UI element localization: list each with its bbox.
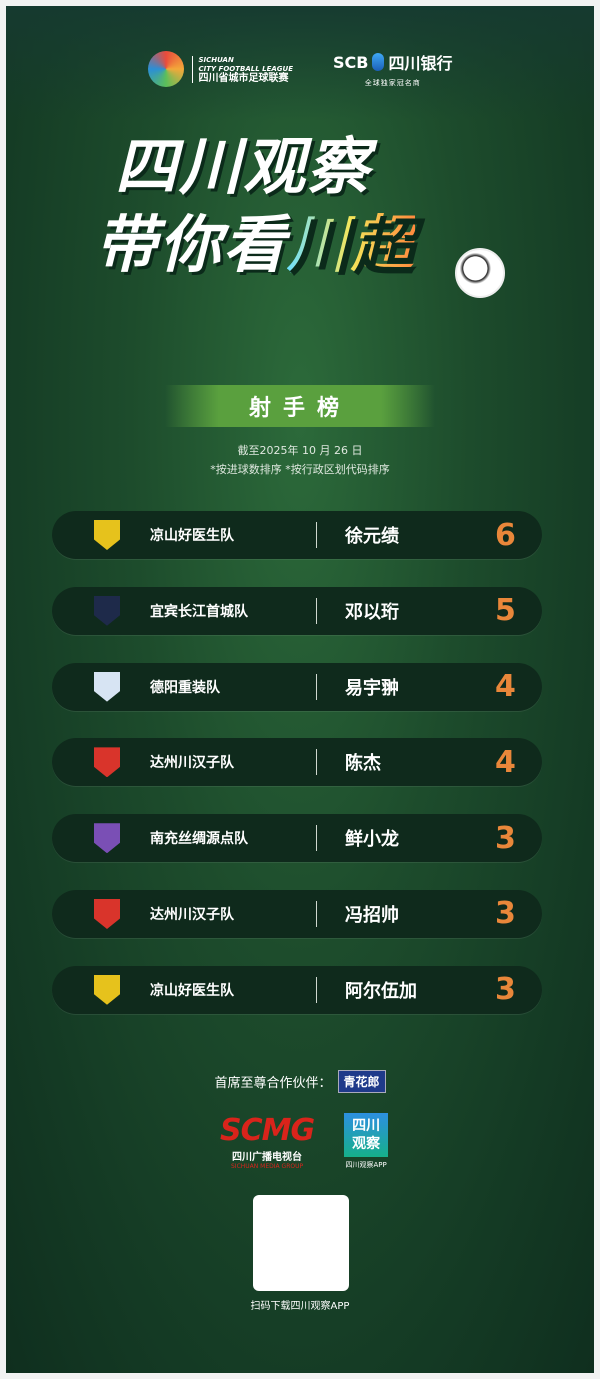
date-text: 截至2025年 10 月 26 日	[237, 444, 363, 457]
team-name: 达州川汉子队	[150, 755, 234, 772]
team-badge-icon	[94, 898, 120, 929]
team-badge-icon	[94, 747, 120, 778]
scorer-row: 德阳重装队 易宇翀 4	[52, 662, 542, 711]
divider	[316, 522, 317, 548]
partner: 首席至尊合作伙伴： 青花郎	[0, 1070, 600, 1093]
goal-count: 3	[495, 820, 516, 856]
app-logo: 四川观察 四川观察APP	[344, 1113, 389, 1170]
hero-title: 四川观察 带你看川超	[95, 128, 515, 298]
goal-count: 3	[495, 896, 516, 932]
league-logo-icon	[147, 51, 184, 87]
scorer-row: 宜宾长江首城队 邓以珩 5	[52, 586, 542, 635]
app-label: 四川观察APP	[345, 1161, 387, 1169]
scorer-row: 达州川汉子队 陈杰 4	[52, 738, 542, 787]
team-badge-icon	[94, 671, 120, 702]
bank-logo-group: SCB 四川银行 全球独家冠名商	[333, 50, 452, 88]
divider	[316, 900, 317, 927]
team-name: 凉山好医生队	[150, 528, 234, 544]
qr-code-icon[interactable]	[255, 1197, 347, 1289]
title-line2a: 带你看	[95, 208, 288, 281]
league-en2: CITY FOOTBALL LEAGUE	[198, 64, 293, 73]
goal-count: 3	[495, 972, 516, 1008]
goal-count: 4	[495, 669, 516, 705]
player-name: 冯招帅	[345, 904, 399, 926]
divider	[316, 673, 317, 700]
app-icon: 四川 观察	[344, 1113, 389, 1157]
player-name: 徐元绩	[345, 526, 399, 547]
title-line2: 带你看川超	[95, 206, 515, 284]
app-icon-text2: 观察	[352, 1136, 381, 1152]
scmg-en: SICHUAN MEDIA GROUP	[231, 1163, 304, 1170]
team-badge-icon	[94, 520, 120, 550]
league-en1: SICHUAN	[198, 55, 234, 64]
team-badge-icon	[94, 823, 120, 854]
league-cn: 四川省城市足球联赛	[198, 72, 289, 84]
bank-logo-icon	[372, 53, 385, 71]
divider	[316, 597, 317, 624]
goal-count: 4	[495, 744, 516, 780]
team-name: 宜宾长江首城队	[150, 603, 248, 620]
player-name: 陈杰	[345, 753, 381, 775]
player-name: 阿尔伍加	[345, 980, 417, 1002]
team-badge-icon	[94, 974, 120, 1005]
app-icon-text1: 四川	[352, 1118, 381, 1134]
divider	[316, 749, 317, 776]
soccer-ball-icon	[455, 248, 505, 298]
team-name: 达州川汉子队	[150, 906, 234, 923]
title-line2b: 川超	[287, 208, 416, 281]
scmg-big: SCMG	[220, 1113, 315, 1148]
bank-name: SCB 四川银行	[333, 50, 452, 74]
scorer-row: 南充丝绸源点队 鲜小龙 3	[52, 814, 542, 863]
player-name: 鲜小龙	[345, 829, 399, 851]
qr-label: 扫码下载四川观察APP	[250, 1301, 350, 1312]
bank-sub: 全球独家冠名商	[364, 79, 421, 87]
bank-abbr: SCB	[332, 52, 369, 72]
scmg-logo: SCMG 四川广播电视台 SICHUAN MEDIA GROUP	[220, 1113, 315, 1170]
team-name: 凉山好医生队	[150, 982, 234, 999]
scorer-row: 凉山好医生队 阿尔伍加 3	[52, 965, 542, 1014]
sort-note: *按进球数排序 *按行政区划代码排序	[210, 463, 390, 476]
bank-cn: 四川银行	[388, 54, 453, 73]
league-logo-group: SICHUAN CITY FOOTBALL LEAGUE 四川省城市足球联赛	[147, 51, 293, 87]
team-name: 南充丝绸源点队	[150, 831, 248, 848]
player-name: 邓以珩	[345, 601, 399, 623]
media-logos: SCMG 四川广播电视台 SICHUAN MEDIA GROUP 四川观察 四川…	[220, 1113, 389, 1170]
player-name: 易宇翀	[345, 677, 399, 699]
league-text: SICHUAN CITY FOOTBALL LEAGUE 四川省城市足球联赛	[191, 55, 293, 84]
section-banner: 射手榜	[165, 385, 435, 427]
team-badge-icon	[94, 595, 120, 626]
divider	[316, 825, 317, 852]
goal-count: 6	[495, 517, 516, 553]
team-name: 德阳重装队	[150, 679, 220, 696]
scorer-row: 达州川汉子队 冯招帅 3	[52, 889, 542, 938]
partner-label: 首席至尊合作伙伴：	[214, 1076, 332, 1091]
top-band	[0, 0, 600, 120]
scmg-cn: 四川广播电视台	[232, 1152, 303, 1163]
header: SICHUAN CITY FOOTBALL LEAGUE 四川省城市足球联赛 S…	[0, 50, 600, 88]
partner-brand-logo: 青花郎	[337, 1070, 386, 1093]
goal-count: 5	[495, 593, 516, 629]
scorer-row: 凉山好医生队 徐元绩 6	[52, 511, 542, 559]
scorer-list: 凉山好医生队 徐元绩 6 宜宾长江首城队 邓以珩 5 德阳重装队 易宇翀 4 达…	[52, 511, 542, 1042]
title-line1: 四川观察	[115, 130, 372, 203]
divider	[316, 976, 317, 1003]
